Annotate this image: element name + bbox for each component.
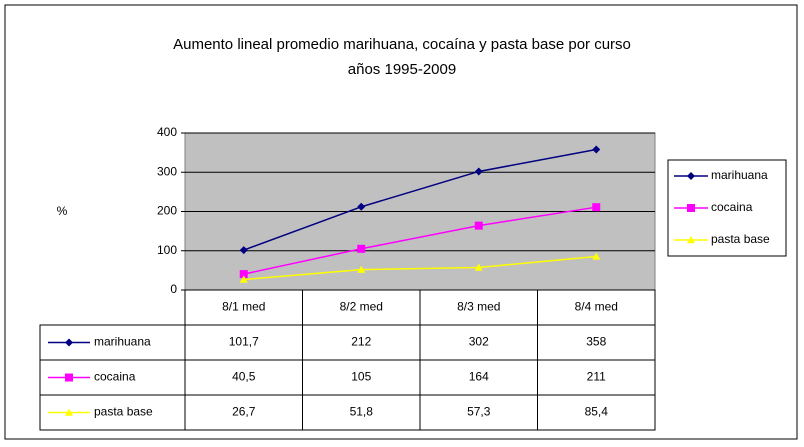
y-tick-label: 300 <box>157 164 177 178</box>
table-legend-marker <box>65 338 73 347</box>
marker <box>357 244 366 253</box>
data-label: 212 <box>351 335 371 349</box>
marker <box>357 202 366 211</box>
data-label: 51,8 <box>350 405 374 419</box>
y-tick-label: 100 <box>157 243 177 257</box>
marker <box>239 275 248 283</box>
series-line <box>243 206 597 275</box>
table-row-label: marihuana <box>94 335 151 349</box>
chart-title: Aumento lineal promedio marihuana, cocaí… <box>173 36 631 53</box>
legend-label: cocaina <box>711 200 753 214</box>
table-row-label: pasta base <box>94 405 153 419</box>
x-tick-label: 8/4 med <box>575 300 618 314</box>
data-label: 26,7 <box>232 405 256 419</box>
legend-marker <box>687 204 695 212</box>
series-line <box>243 255 597 281</box>
legend-marker <box>687 236 695 244</box>
legend-label: pasta base <box>711 232 770 246</box>
x-tick-label: 8/2 med <box>340 300 383 314</box>
y-axis-label: % <box>57 204 68 218</box>
marker <box>357 265 366 273</box>
data-label: 358 <box>586 335 606 349</box>
marker <box>474 221 483 230</box>
y-tick-label: 0 <box>170 282 177 296</box>
marker <box>592 203 601 212</box>
marker <box>239 246 248 255</box>
legend-marker <box>687 172 695 180</box>
y-tick-label: 400 <box>157 125 177 139</box>
data-label: 211 <box>587 370 606 384</box>
marker <box>592 252 601 260</box>
series-line <box>243 148 597 251</box>
x-tick-label: 8/1 med <box>222 300 265 314</box>
y-tick-label: 200 <box>157 204 177 218</box>
data-label: 164 <box>469 370 489 384</box>
marker <box>474 167 483 176</box>
data-label: 40,5 <box>232 370 256 384</box>
table-legend-marker <box>65 408 73 416</box>
data-label: 105 <box>351 370 371 384</box>
data-label: 85,4 <box>585 405 609 419</box>
data-label: 57,3 <box>467 405 491 419</box>
x-tick-label: 8/3 med <box>457 300 500 314</box>
chart-title: años 1995-2009 <box>348 61 456 78</box>
data-label: 302 <box>469 335 489 349</box>
legend-label: marihuana <box>711 168 768 182</box>
marker <box>474 263 483 271</box>
marker <box>592 145 601 154</box>
table-legend-marker <box>65 373 73 382</box>
table-row-label: cocaina <box>94 370 136 384</box>
marker <box>239 270 248 279</box>
data-label: 101,7 <box>229 335 259 349</box>
